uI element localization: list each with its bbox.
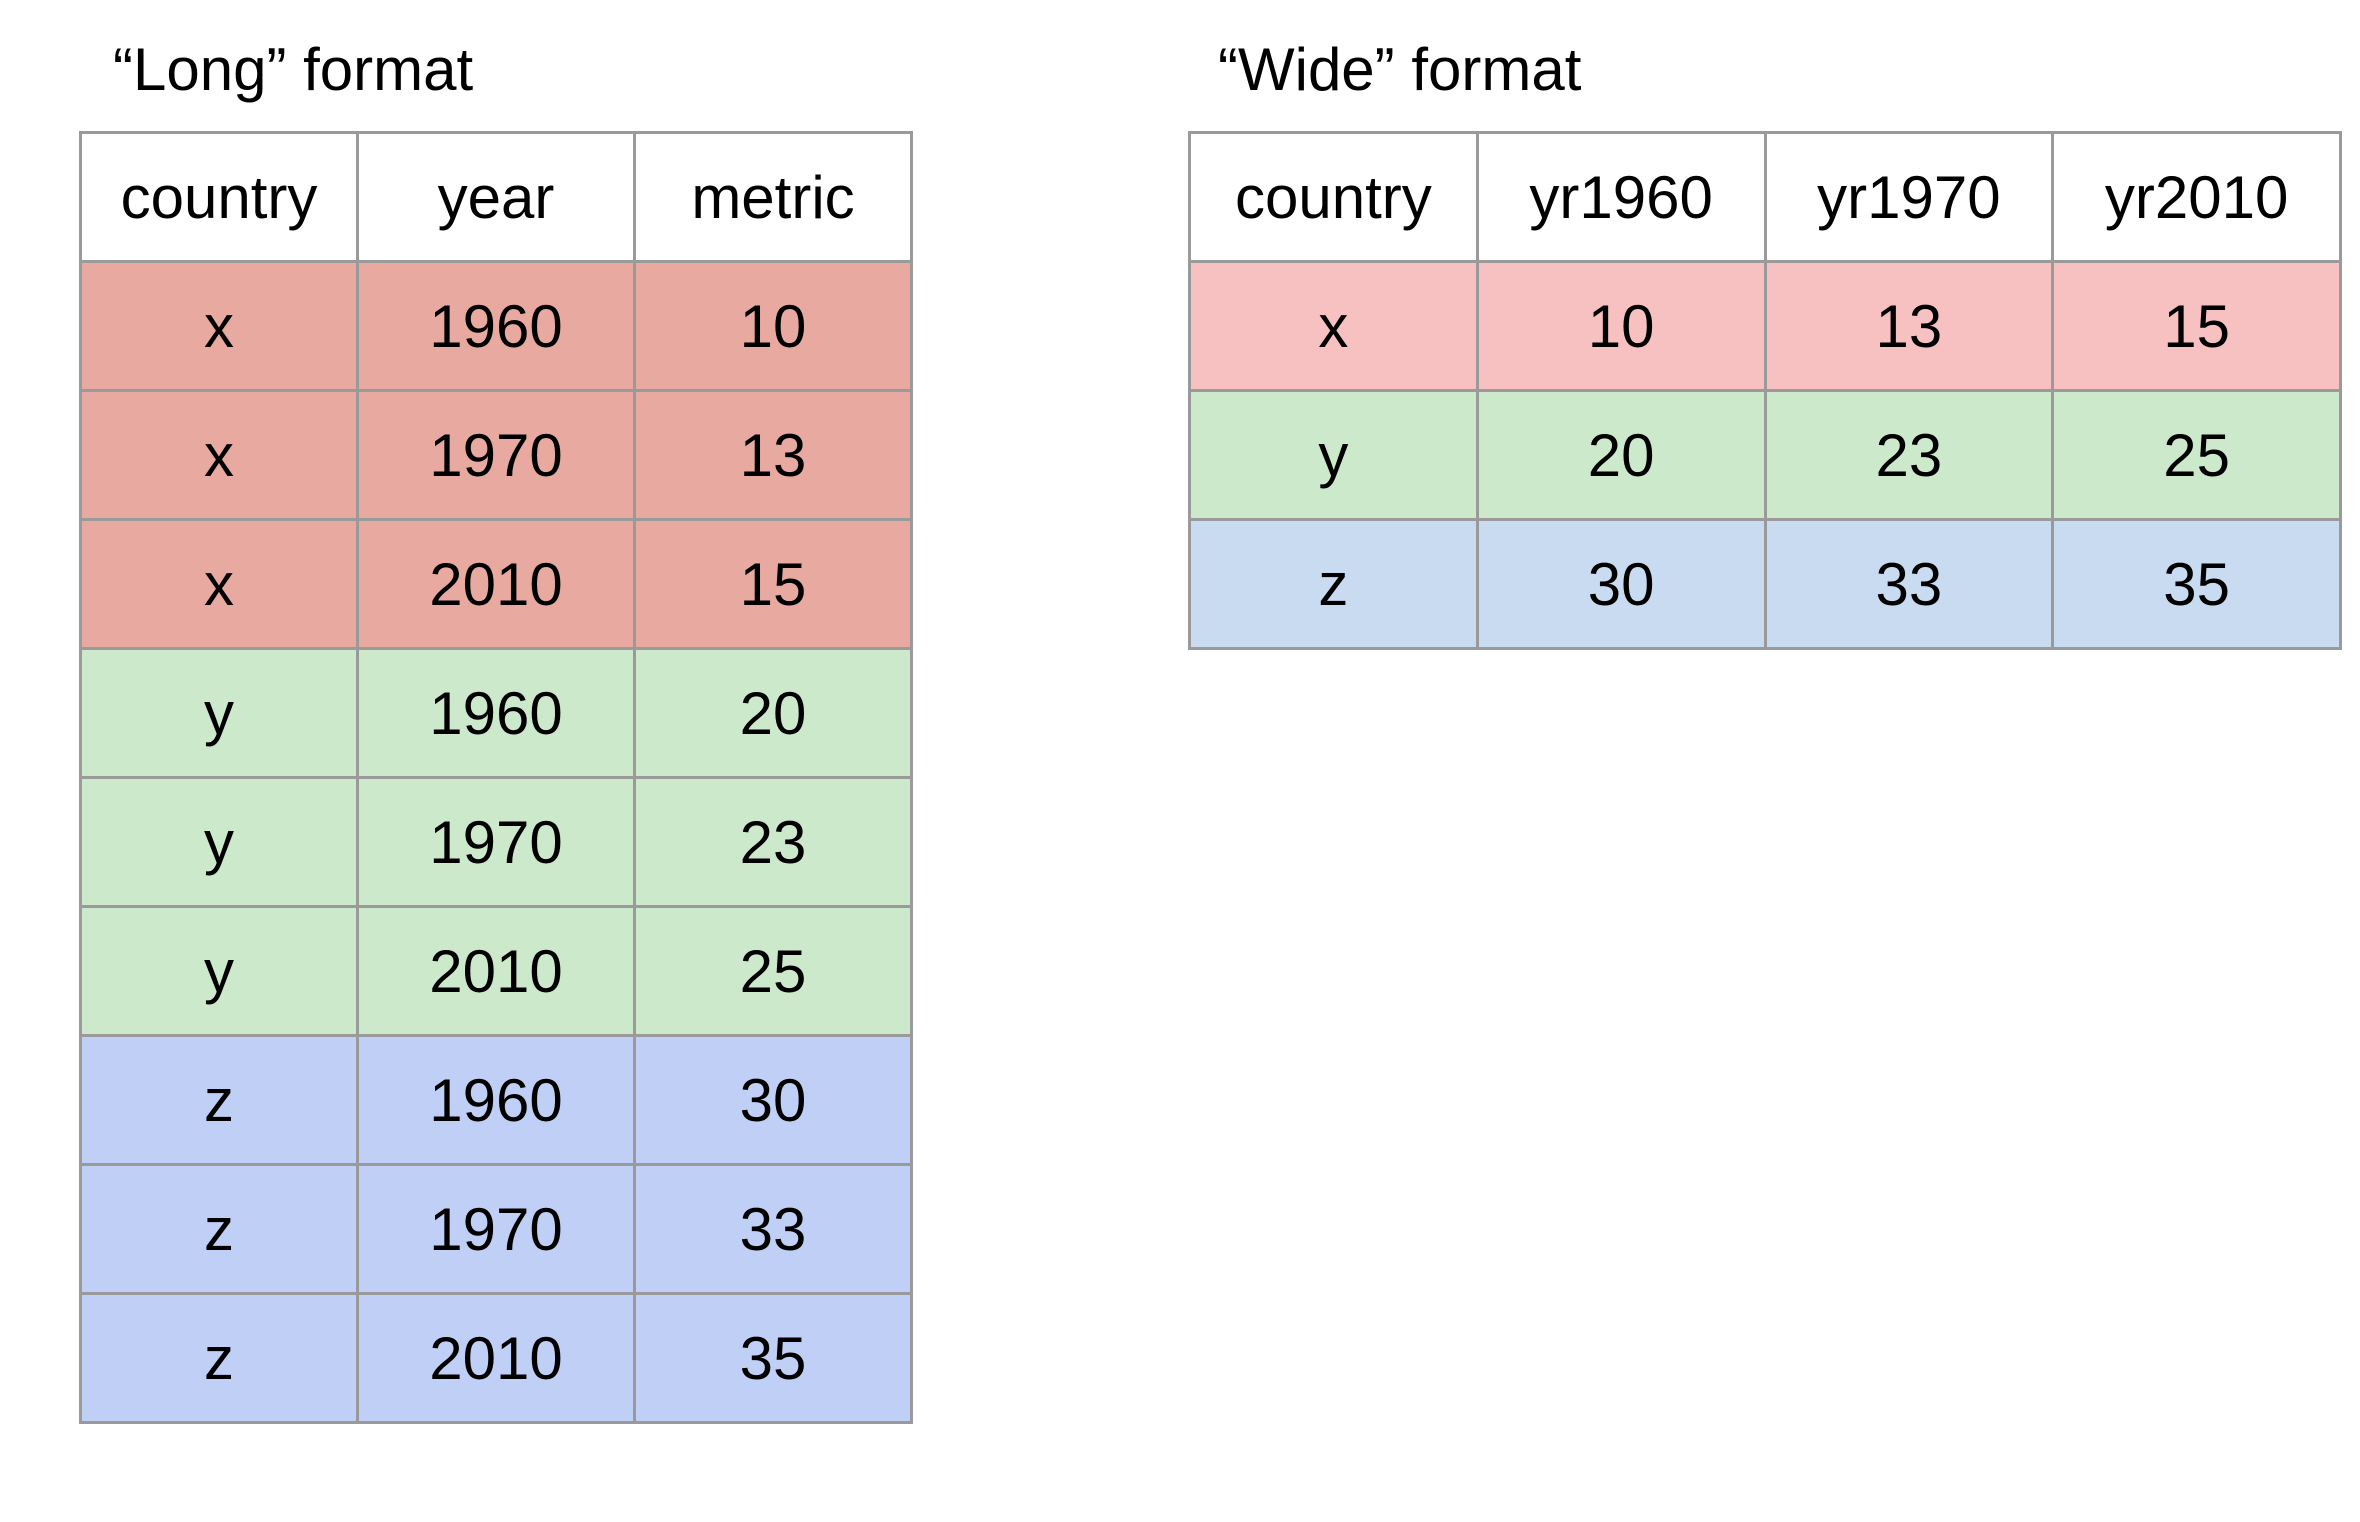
long-format-title: “Long” format bbox=[113, 36, 474, 103]
table-cell: 30 bbox=[633, 1034, 913, 1166]
table-cell: y bbox=[79, 905, 359, 1037]
table-cell: 1960 bbox=[356, 1034, 636, 1166]
table-cell: 2010 bbox=[356, 905, 636, 1037]
table-row: x 1960 10 bbox=[79, 260, 913, 392]
table-cell: 15 bbox=[2051, 260, 2342, 392]
table-cell: 1970 bbox=[356, 389, 636, 521]
table-cell: 1960 bbox=[356, 647, 636, 779]
table-row: y 1960 20 bbox=[79, 647, 913, 779]
wide-format-table: country yr1960 yr1970 yr2010 x 10 13 15 y 20 2… bbox=[1188, 131, 2342, 650]
table-cell: z bbox=[79, 1292, 359, 1424]
table-cell: 35 bbox=[2051, 518, 2342, 650]
table-cell: 30 bbox=[1475, 518, 1767, 650]
header-cell-country: country bbox=[1188, 131, 1479, 263]
wide-format-title: “Wide” format bbox=[1218, 36, 1582, 103]
table-cell: 1970 bbox=[356, 776, 636, 908]
table-cell: z bbox=[1188, 518, 1479, 650]
table-row: y 1970 23 bbox=[79, 776, 913, 908]
table-cell: 33 bbox=[633, 1163, 913, 1295]
table-cell: 33 bbox=[1763, 518, 2055, 650]
table-cell: 1970 bbox=[356, 1163, 636, 1295]
header-cell-yr2010: yr2010 bbox=[2051, 131, 2342, 263]
table-cell: 23 bbox=[1763, 389, 2055, 521]
table-cell: x bbox=[79, 260, 359, 392]
header-cell-year: year bbox=[356, 131, 636, 263]
table-header-row: country year metric bbox=[79, 131, 913, 263]
table-row: x 2010 15 bbox=[79, 518, 913, 650]
header-cell-yr1970: yr1970 bbox=[1763, 131, 2055, 263]
table-row: z 30 33 35 bbox=[1188, 518, 2342, 650]
table-cell: 23 bbox=[633, 776, 913, 908]
table-cell: 13 bbox=[1763, 260, 2055, 392]
table-cell: 35 bbox=[633, 1292, 913, 1424]
table-row: z 2010 35 bbox=[79, 1292, 913, 1424]
table-row: z 1970 33 bbox=[79, 1163, 913, 1295]
table-cell: 10 bbox=[1475, 260, 1767, 392]
table-cell: y bbox=[79, 647, 359, 779]
table-cell: x bbox=[1188, 260, 1479, 392]
table-cell: x bbox=[79, 518, 359, 650]
header-cell-yr1960: yr1960 bbox=[1475, 131, 1767, 263]
table-row: x 1970 13 bbox=[79, 389, 913, 521]
header-cell-country: country bbox=[79, 131, 359, 263]
table-cell: y bbox=[79, 776, 359, 908]
table-row: z 1960 30 bbox=[79, 1034, 913, 1166]
header-cell-metric: metric bbox=[633, 131, 913, 263]
table-cell: 20 bbox=[1475, 389, 1767, 521]
table-cell: y bbox=[1188, 389, 1479, 521]
table-cell: 25 bbox=[633, 905, 913, 1037]
table-cell: z bbox=[79, 1163, 359, 1295]
table-cell: 10 bbox=[633, 260, 913, 392]
table-cell: 2010 bbox=[356, 1292, 636, 1424]
table-header-row: country yr1960 yr1970 yr2010 bbox=[1188, 131, 2342, 263]
table-cell: 25 bbox=[2051, 389, 2342, 521]
table-cell: x bbox=[79, 389, 359, 521]
table-cell: 1960 bbox=[356, 260, 636, 392]
table-row: x 10 13 15 bbox=[1188, 260, 2342, 392]
table-cell: z bbox=[79, 1034, 359, 1166]
table-row: y 2010 25 bbox=[79, 905, 913, 1037]
table-cell: 2010 bbox=[356, 518, 636, 650]
table-cell: 20 bbox=[633, 647, 913, 779]
table-cell: 13 bbox=[633, 389, 913, 521]
table-cell: 15 bbox=[633, 518, 913, 650]
table-row: y 20 23 25 bbox=[1188, 389, 2342, 521]
long-format-table: country year metric x 1960 10 x 1970 13 x 2010 1… bbox=[79, 131, 913, 1424]
